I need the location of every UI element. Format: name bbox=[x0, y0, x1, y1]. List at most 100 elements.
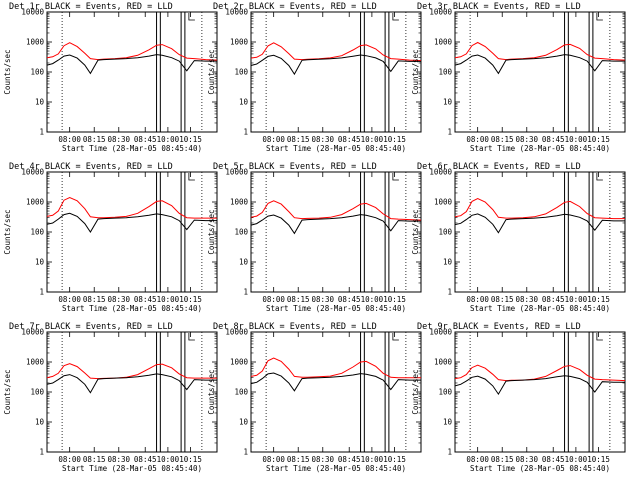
y-tick-label: 1000 bbox=[26, 198, 45, 207]
y-tick-label: 1 bbox=[447, 128, 452, 137]
x-tick-label: 08:30 bbox=[107, 135, 130, 144]
plot-frame bbox=[454, 331, 626, 453]
x-tick-label: 10:00 bbox=[361, 295, 384, 304]
x-tick-label: 10:15 bbox=[179, 455, 202, 464]
y-axis-label: Counts/sec bbox=[207, 369, 216, 414]
panel-title: Det 6r BLACK = Events, RED = LLD bbox=[417, 162, 581, 172]
y-tick-label: 10 bbox=[443, 258, 453, 267]
chart-panel: Det 3r BLACK = Events, RED = LLD 1 10 100 10… bbox=[411, 2, 626, 153]
plot-frame bbox=[250, 331, 422, 453]
x-tick-label: 10:00 bbox=[361, 455, 384, 464]
series-line-events bbox=[250, 54, 421, 76]
interval-bracket bbox=[392, 173, 399, 181]
plot-frame bbox=[46, 11, 218, 133]
y-tick-label: 1000 bbox=[230, 38, 249, 47]
x-tick-label: 10:15 bbox=[179, 135, 202, 144]
x-axis-label: Start Time (28-Mar-05 08:45:40) bbox=[62, 464, 202, 473]
y-tick-label: 10 bbox=[239, 418, 249, 427]
y-tick-label: 100 bbox=[438, 68, 452, 77]
y-tick-label: 1 bbox=[243, 128, 248, 137]
x-tick-label: 10:00 bbox=[565, 135, 588, 144]
interval-bracket bbox=[188, 13, 195, 21]
plot-frame bbox=[454, 11, 626, 133]
x-tick-label: 08:30 bbox=[107, 295, 130, 304]
x-tick-label: 08:45 bbox=[338, 455, 361, 464]
series-line-events bbox=[454, 375, 625, 396]
panel-title: Det 3r BLACK = Events, RED = LLD bbox=[417, 2, 581, 12]
x-tick-label: 08:00 bbox=[58, 295, 81, 304]
x-tick-label: 10:15 bbox=[587, 295, 610, 304]
plot-frame bbox=[46, 171, 218, 293]
panel-title: Det 8r BLACK = Events, RED = LLD bbox=[213, 322, 377, 332]
x-tick-label: 08:15 bbox=[491, 135, 514, 144]
y-tick-label: 1000 bbox=[26, 38, 45, 47]
y-axis-label: Counts/sec bbox=[411, 369, 420, 414]
y-tick-label: 1 bbox=[39, 288, 44, 297]
x-tick-label: 08:15 bbox=[83, 135, 106, 144]
chart-panel: Det 4r BLACK = Events, RED = LLD 1 10 100 10… bbox=[3, 162, 218, 313]
y-tick-label: 1000 bbox=[230, 358, 249, 367]
x-tick-label: 10:15 bbox=[383, 455, 406, 464]
series-line-events bbox=[454, 54, 625, 75]
series-line-events bbox=[46, 54, 217, 75]
y-tick-label: 10000 bbox=[225, 8, 248, 17]
y-tick-label: 100 bbox=[234, 228, 248, 237]
panel-title: Det 7r BLACK = Events, RED = LLD bbox=[9, 322, 173, 332]
x-tick-label: 08:45 bbox=[542, 295, 565, 304]
series-line-lld bbox=[46, 363, 217, 380]
x-axis-label: Start Time (28-Mar-05 08:45:40) bbox=[62, 304, 202, 313]
y-tick-label: 100 bbox=[234, 388, 248, 397]
interval-bracket bbox=[188, 333, 195, 341]
y-tick-label: 1000 bbox=[26, 358, 45, 367]
y-tick-label: 10000 bbox=[429, 328, 452, 337]
y-tick-label: 10 bbox=[239, 258, 249, 267]
y-axis-label: Counts/sec bbox=[3, 49, 12, 94]
y-tick-label: 100 bbox=[234, 68, 248, 77]
y-tick-label: 1 bbox=[243, 448, 248, 457]
y-tick-label: 10 bbox=[35, 418, 45, 427]
y-axis-label: Counts/sec bbox=[207, 209, 216, 254]
x-tick-label: 08:45 bbox=[134, 455, 157, 464]
x-tick-label: 08:15 bbox=[287, 135, 310, 144]
chart-panel: Det 6r BLACK = Events, RED = LLD 1 10 100 10… bbox=[411, 162, 626, 313]
y-tick-label: 10000 bbox=[21, 8, 44, 17]
y-tick-label: 100 bbox=[30, 68, 44, 77]
y-tick-label: 100 bbox=[438, 388, 452, 397]
series-line-events bbox=[454, 213, 625, 234]
x-axis-label: Start Time (28-Mar-05 08:45:40) bbox=[62, 144, 202, 153]
chart-panel: Det 8r BLACK = Events, RED = LLD 1 10 100 10… bbox=[207, 322, 422, 473]
x-tick-label: 10:00 bbox=[157, 135, 180, 144]
interval-bracket bbox=[188, 173, 195, 181]
x-axis-label: Start Time (28-Mar-05 08:45:40) bbox=[470, 464, 610, 473]
x-tick-label: 08:00 bbox=[262, 455, 285, 464]
x-tick-label: 10:15 bbox=[587, 455, 610, 464]
y-tick-label: 1 bbox=[447, 448, 452, 457]
x-tick-label: 08:00 bbox=[466, 295, 489, 304]
y-tick-label: 1000 bbox=[434, 358, 453, 367]
series-line-lld bbox=[46, 42, 218, 61]
y-tick-label: 1000 bbox=[434, 198, 453, 207]
x-tick-label: 10:00 bbox=[157, 295, 180, 304]
y-tick-label: 1 bbox=[243, 288, 248, 297]
x-tick-label: 08:00 bbox=[262, 135, 285, 144]
x-tick-label: 08:30 bbox=[515, 455, 538, 464]
y-tick-label: 100 bbox=[30, 228, 44, 237]
panel-title: Det 1r BLACK = Events, RED = LLD bbox=[9, 2, 173, 12]
x-tick-label: 08:30 bbox=[311, 455, 334, 464]
series-line-lld bbox=[454, 41, 626, 61]
y-axis-label: Counts/sec bbox=[3, 369, 12, 414]
chart-panel: Det 2r BLACK = Events, RED = LLD 1 10 100 10… bbox=[207, 2, 422, 153]
x-tick-label: 10:00 bbox=[157, 455, 180, 464]
y-tick-label: 10000 bbox=[429, 168, 452, 177]
series-line-events bbox=[250, 214, 421, 235]
x-tick-label: 08:30 bbox=[107, 455, 130, 464]
x-tick-label: 10:00 bbox=[565, 455, 588, 464]
x-tick-label: 08:30 bbox=[311, 135, 334, 144]
y-axis-label: Counts/sec bbox=[411, 209, 420, 254]
x-tick-label: 08:00 bbox=[58, 135, 81, 144]
x-axis-label: Start Time (28-Mar-05 08:45:40) bbox=[470, 144, 610, 153]
panel-title: Det 2r BLACK = Events, RED = LLD bbox=[213, 2, 377, 12]
x-tick-label: 08:45 bbox=[338, 135, 361, 144]
plot-frame bbox=[46, 331, 218, 453]
x-tick-label: 08:30 bbox=[515, 135, 538, 144]
